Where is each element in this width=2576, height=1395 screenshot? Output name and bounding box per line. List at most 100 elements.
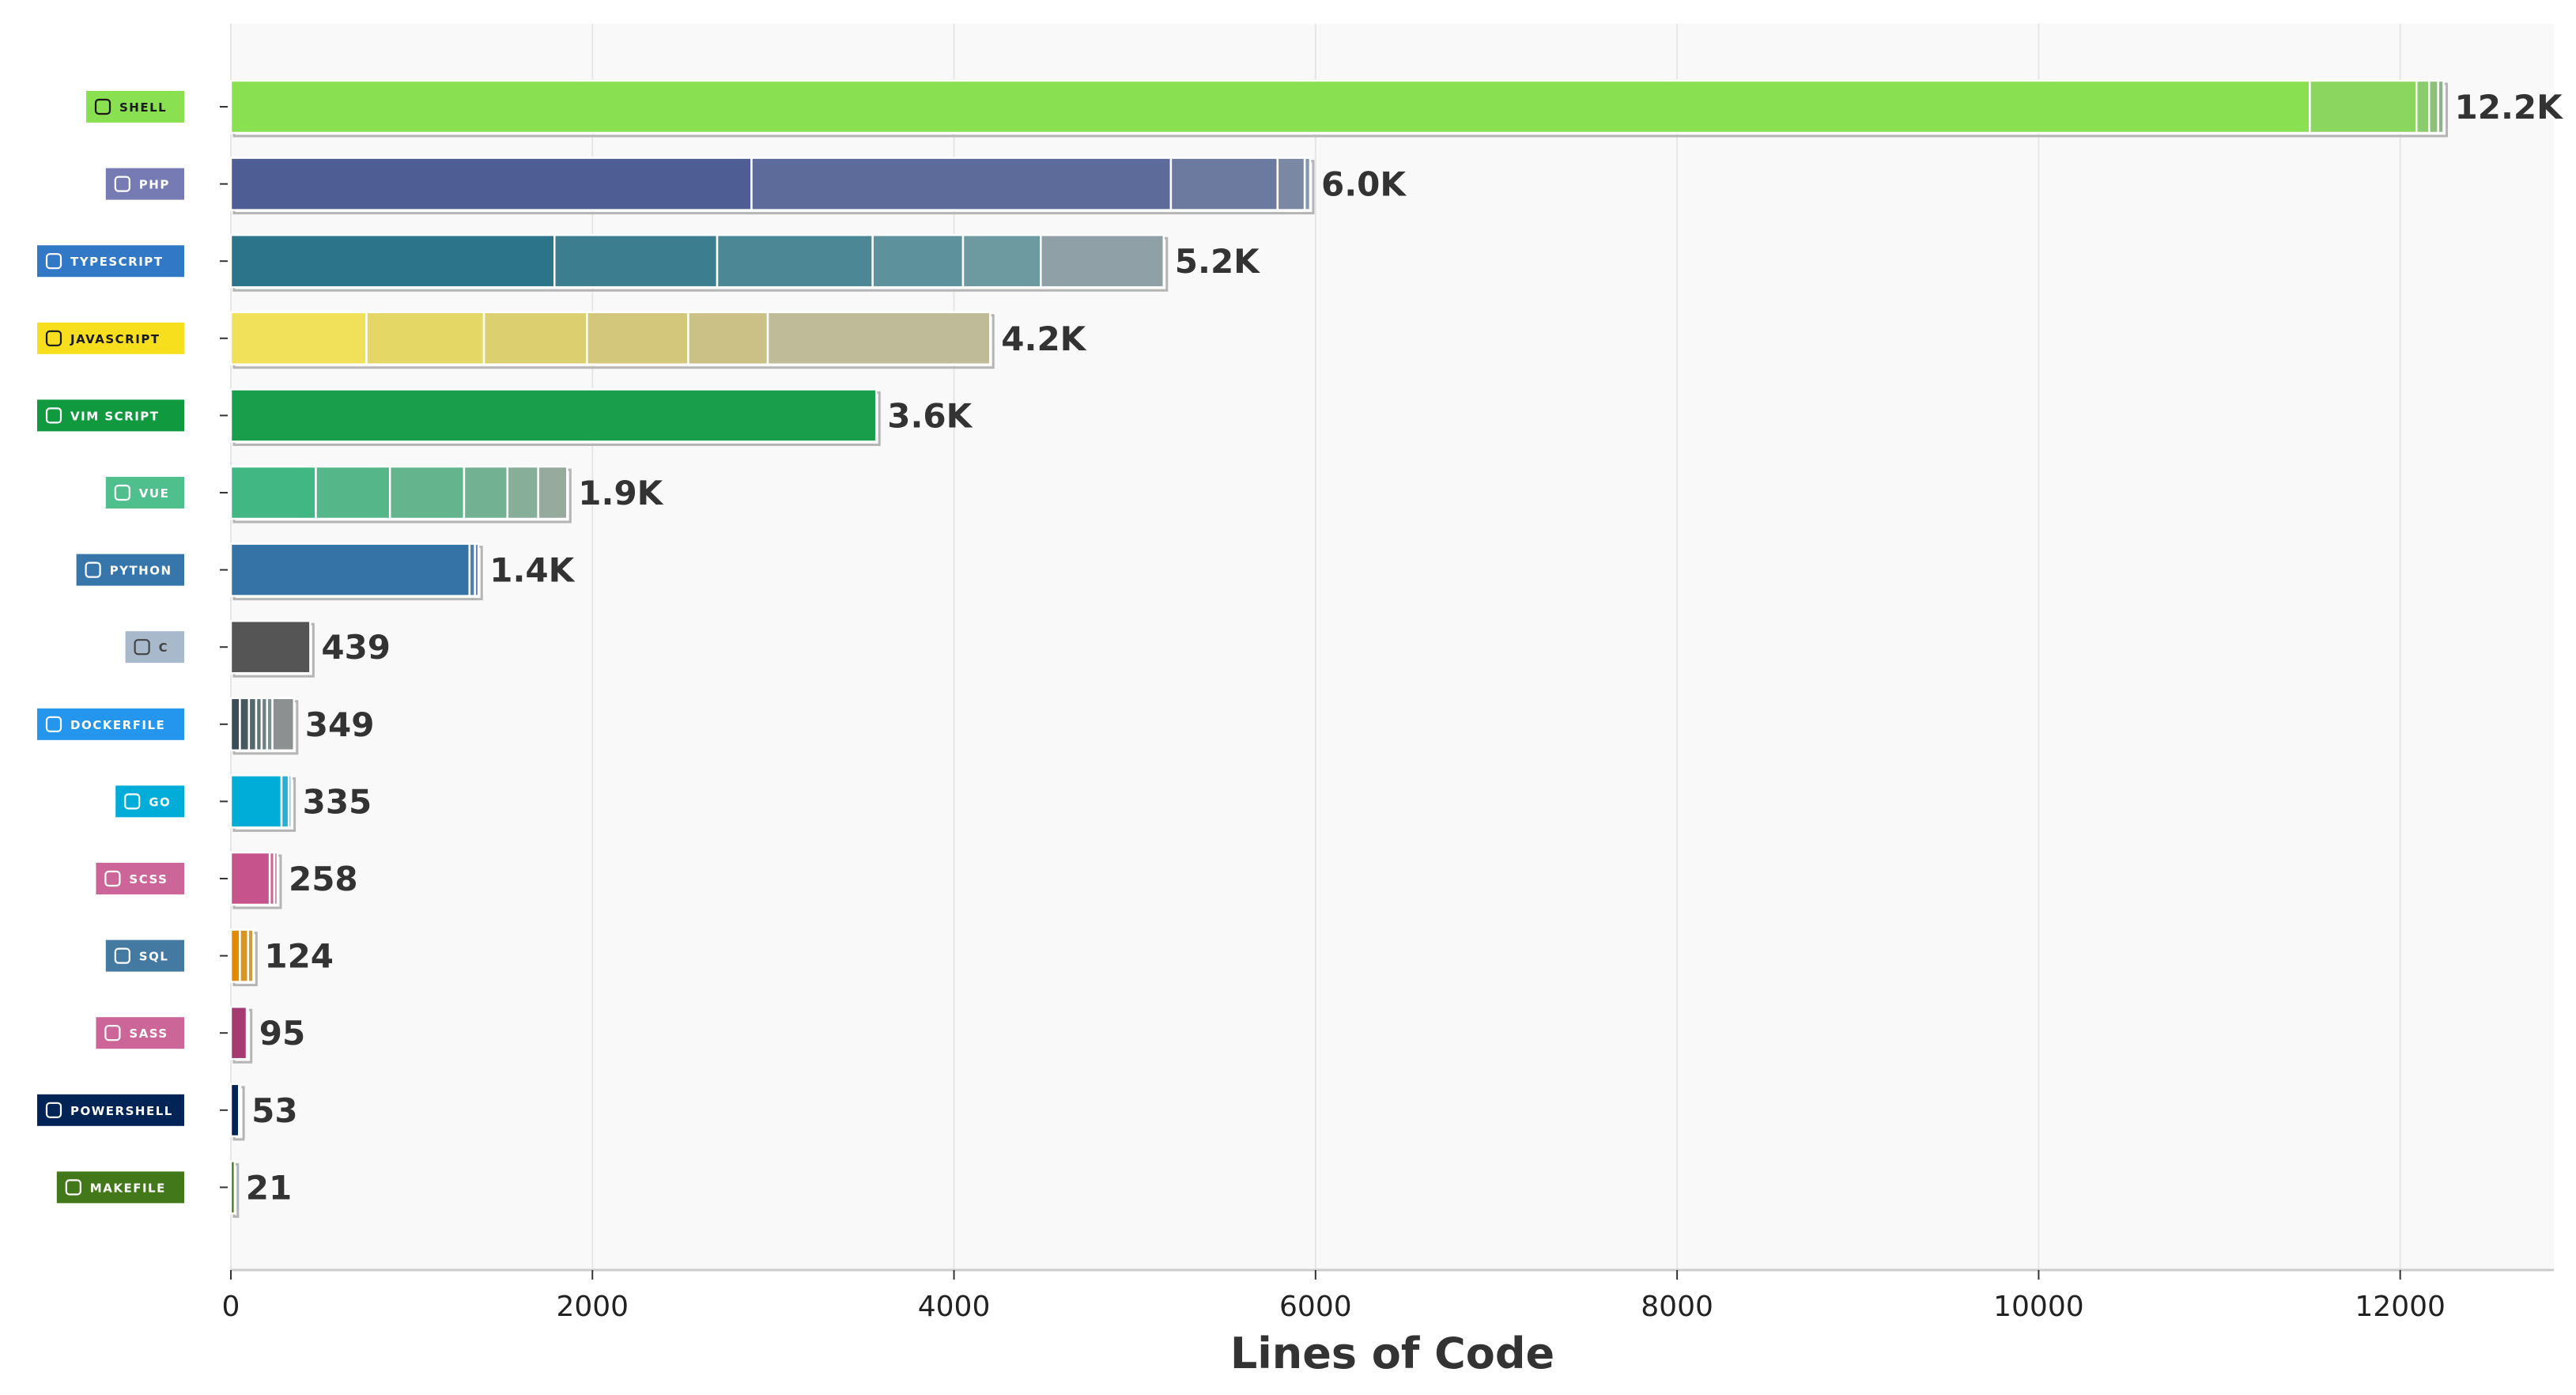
bar-row-go: 335 <box>220 774 372 832</box>
bar-segment <box>229 928 241 983</box>
badge-label: C <box>159 641 169 655</box>
bar-value-label: 53 <box>251 1091 297 1130</box>
badge-label: MAKEFILE <box>90 1181 166 1195</box>
x-tick-label: 4000 <box>918 1291 991 1323</box>
scss-icon <box>104 870 121 887</box>
bar-value-label: 5.2K <box>1175 242 1260 281</box>
bar-row-typescript: 5.2K <box>220 233 1260 292</box>
badge-background <box>105 168 184 200</box>
bar-value-label: 1.4K <box>489 551 575 590</box>
badge-label: SHELL <box>119 100 167 115</box>
bar-row-sql: 124 <box>220 928 334 987</box>
bar-segment <box>586 311 689 366</box>
bars-layer: 12.2K 6.0K 5.2K 4.2K 3.6K 1.9K 1.4K 439 349 335 25… <box>220 79 2563 1218</box>
badge-label: JAVASCRIPT <box>70 332 161 346</box>
badge-vue: VUE <box>105 477 184 508</box>
sass-icon <box>104 1025 121 1042</box>
makefile-icon <box>65 1179 81 1196</box>
badge-label: VUE <box>139 486 170 501</box>
x-tick-label: 6000 <box>1279 1291 1352 1323</box>
badge-label: TYPESCRIPT <box>70 255 164 269</box>
bar-segment <box>1040 233 1165 289</box>
bar-segment <box>474 542 480 597</box>
vue-icon <box>114 484 130 501</box>
bar-segment <box>687 311 769 366</box>
plot-background <box>231 24 2554 1270</box>
shell-icon <box>94 98 111 115</box>
grid-lines <box>230 24 2401 1270</box>
bar-value-label: 21 <box>246 1168 292 1207</box>
badge-typescript: TYPESCRIPT <box>37 245 184 278</box>
badge-sql: SQL <box>105 939 184 972</box>
bar-segment <box>239 928 249 983</box>
bar-segment <box>229 388 878 443</box>
bar-segment <box>961 233 1042 289</box>
bar-segment <box>553 233 719 289</box>
x-tick-label: 10000 <box>1993 1291 2084 1323</box>
badge-background <box>96 1017 184 1049</box>
bar-segment <box>229 157 753 211</box>
docker-icon <box>45 716 62 732</box>
bar-row-python: 1.4K <box>220 542 576 601</box>
badge-sass: SASS <box>96 1017 184 1049</box>
badge-makefile: MAKEFILE <box>56 1171 184 1204</box>
bar-value-label: 439 <box>321 628 391 667</box>
bar-segment <box>273 851 279 906</box>
bar-segment <box>2437 79 2445 134</box>
bar-segment <box>766 311 991 366</box>
badge-label: SQL <box>139 950 169 964</box>
x-axis: 0 2000 4000 6000 8000 10000 12000 <box>222 1268 2554 1323</box>
bar-segment <box>229 233 556 289</box>
python-icon <box>85 561 101 578</box>
badge-label: SCSS <box>129 872 168 887</box>
bar-segment <box>271 697 296 752</box>
bar-row-scss: 258 <box>220 851 358 909</box>
badge-shell: SHELL <box>86 91 184 123</box>
bar-value-label: 4.2K <box>1001 319 1086 358</box>
bar-segment <box>1276 157 1306 211</box>
sql-icon <box>114 947 130 964</box>
bar-segment <box>1303 157 1312 211</box>
bar-segment <box>239 697 251 752</box>
bar-segment <box>229 774 283 829</box>
bar-segment <box>716 233 874 289</box>
bar-segment <box>229 697 241 752</box>
bar-segment <box>2309 79 2418 134</box>
powershell-icon <box>45 1102 62 1118</box>
bar-segment <box>537 465 568 520</box>
bar-segment <box>506 465 539 520</box>
badge-label: VIM SCRIPT <box>70 409 160 423</box>
badge-background <box>56 1171 184 1204</box>
badge-background <box>115 785 184 818</box>
x-tick-label: 2000 <box>556 1291 629 1323</box>
x-axis-label: Lines of Code <box>1230 1329 1554 1378</box>
bar-segment <box>247 697 258 752</box>
badge-scss: SCSS <box>96 863 184 894</box>
bar-segment <box>229 542 471 597</box>
bar-value-label: 6.0K <box>1321 165 1407 204</box>
bar-segment <box>365 311 485 366</box>
badge-vim-script: VIM SCRIPT <box>37 399 184 432</box>
badge-go: GO <box>115 785 184 818</box>
badge-background <box>105 939 184 972</box>
badge-powershell: POWERSHELL <box>37 1094 184 1126</box>
x-tick-label: 0 <box>222 1291 240 1323</box>
bar-segment <box>2415 79 2431 134</box>
bar-row-php: 6.0K <box>220 157 1407 215</box>
php-icon <box>114 176 130 192</box>
bar-value-label: 335 <box>303 782 372 821</box>
bar-row-makefile: 21 <box>220 1160 292 1218</box>
bar-segment <box>229 1005 248 1060</box>
bar-segment <box>229 311 368 366</box>
bar-segment <box>315 465 391 520</box>
go-icon <box>124 793 141 810</box>
bar-segment <box>229 79 2311 134</box>
bar-segment <box>287 774 293 829</box>
badge-javascript: JAVASCRIPT <box>37 322 184 354</box>
bar-segment <box>229 1160 236 1215</box>
bar-row-javascript: 4.2K <box>220 311 1087 369</box>
bar-row-vue: 1.9K <box>220 465 664 524</box>
bar-row-c: 439 <box>220 619 391 678</box>
category-badges: SHELL PHP TYPESCRIPT JAVASCRIPT VIM SCRIPT VU… <box>37 91 184 1204</box>
